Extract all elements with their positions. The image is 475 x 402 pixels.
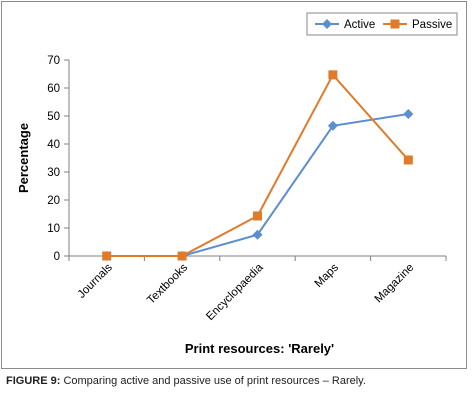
series-passive	[102, 70, 413, 261]
caption-text: Comparing active and passive use of prin…	[60, 375, 366, 387]
x-tick-label: Encyclopaedia	[204, 261, 266, 323]
y-tick-label: 20	[47, 195, 60, 207]
y-tick-labels: 0 10 20 30 40 50 60 70	[47, 55, 60, 263]
caption-label: FIGURE 9:	[6, 375, 61, 387]
data-point-active	[403, 109, 414, 120]
x-tick-label: Textbooks	[145, 261, 190, 306]
x-tick-labels: Journals Textbooks Encyclopaedia Maps Magazi…	[76, 261, 417, 323]
x-tick-label: Magazine	[373, 262, 417, 306]
y-tick-label: 50	[47, 111, 60, 123]
legend-box	[306, 12, 458, 36]
data-point-passive	[177, 251, 187, 261]
chart-series	[101, 70, 414, 261]
series-line-passive	[106, 73, 410, 257]
figure-frame	[1, 1, 467, 369]
y-tick-label: 10	[47, 223, 60, 235]
data-point-active	[252, 229, 263, 240]
y-axis-title: Percentage	[16, 123, 31, 193]
legend-label-passive: Passive	[412, 19, 452, 31]
x-axis-title: Print resources: 'Rarely'	[185, 341, 334, 356]
x-tick-label: Maps	[313, 261, 342, 290]
y-tick-label: 60	[47, 83, 60, 95]
legend-marker-passive	[390, 19, 400, 29]
data-point-active	[327, 120, 338, 131]
y-tick-label: 40	[47, 139, 60, 151]
figure-caption: FIGURE 9: Comparing active and passive u…	[6, 375, 471, 387]
data-point-passive	[253, 211, 262, 221]
legend: Active Passive	[306, 12, 458, 36]
legend-marker-active	[322, 19, 332, 29]
data-point-passive	[328, 70, 338, 80]
y-tick-label: 70	[47, 55, 60, 67]
chart-axes	[64, 59, 447, 261]
y-tick-label: 0	[54, 251, 60, 263]
data-point-passive	[403, 155, 413, 165]
series-active	[101, 109, 414, 261]
line-chart: 0 10 20 30 40 50 60 70 Journals Textbooks Encyclo…	[16, 12, 458, 356]
x-tick-label: Journals	[76, 261, 115, 300]
data-point-passive	[102, 251, 112, 261]
legend-label-active: Active	[344, 19, 375, 31]
y-tick-label: 30	[47, 167, 60, 179]
